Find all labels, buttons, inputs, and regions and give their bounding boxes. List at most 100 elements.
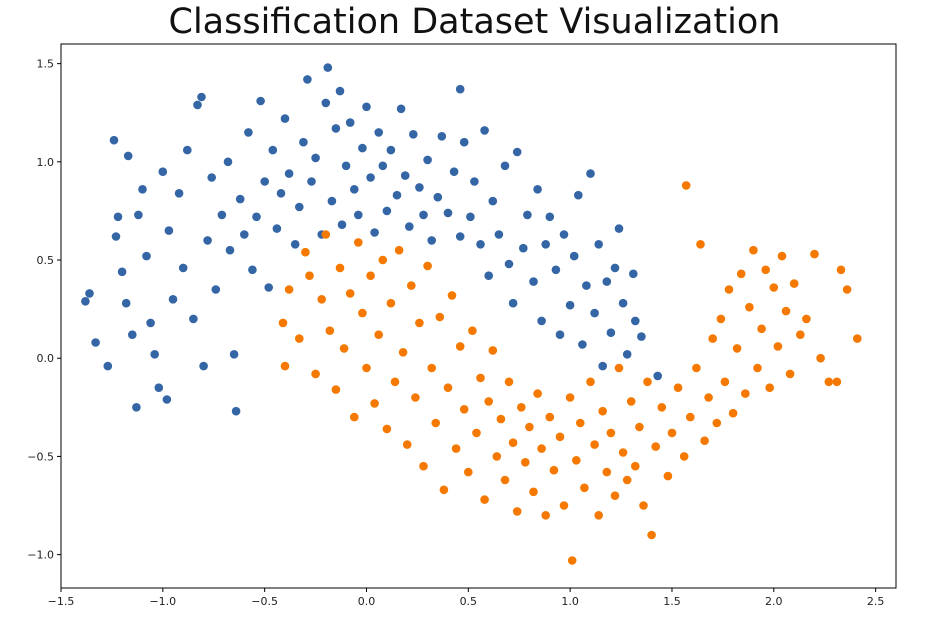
series-0-point-37	[235, 194, 245, 204]
series-1-point-26	[398, 348, 408, 357]
series-1-point-72	[590, 440, 599, 449]
series-0-point-97	[494, 230, 504, 239]
series-0-point-120	[598, 361, 607, 371]
series-1-point-25	[394, 245, 404, 255]
series-0-point-78	[405, 222, 414, 231]
series-1-point-36	[439, 485, 449, 495]
series-0-point-54	[307, 177, 316, 186]
series-0-point-26	[193, 100, 202, 110]
series-1-point-94	[686, 412, 695, 422]
series-1-point-14	[350, 412, 359, 422]
series-0-point-43	[260, 177, 270, 186]
series-1-point-4	[301, 247, 310, 257]
x-tick-label: 2.0	[765, 595, 783, 608]
x-tick-label: 0.5	[460, 595, 478, 608]
series-0-point-30	[207, 173, 216, 182]
series-0-point-3	[103, 361, 113, 371]
series-0-point-112	[565, 300, 575, 310]
series-1-point-35	[435, 312, 445, 322]
series-1-point-110	[753, 363, 762, 373]
series-1-point-120	[796, 330, 805, 340]
series-1-point-21	[378, 255, 388, 265]
series-1-point-63	[549, 465, 559, 475]
series-1-point-9	[325, 326, 335, 336]
series-0-point-38	[240, 230, 249, 239]
series-0-point-22	[174, 189, 184, 198]
series-0-point-111	[559, 230, 569, 239]
series-1-point-95	[692, 363, 701, 373]
series-0-point-88	[455, 232, 465, 241]
series-1-point-16	[358, 308, 367, 318]
series-0-point-36	[231, 406, 241, 416]
series-1-point-28	[407, 281, 416, 290]
series-1-point-44	[472, 428, 481, 438]
series-0-point-1	[85, 289, 94, 298]
series-0-point-99	[504, 259, 514, 269]
series-1-point-65	[559, 501, 569, 510]
y-tick-label: 1.0	[37, 156, 55, 169]
series-0-point-109	[551, 265, 561, 275]
series-0-point-39	[244, 128, 253, 137]
series-1-point-102	[720, 377, 730, 387]
series-0-point-108	[545, 212, 555, 222]
series-1-point-76	[606, 428, 616, 438]
series-0-point-61	[335, 86, 345, 96]
series-0-point-98	[500, 161, 510, 171]
x-tick-label: 2.5	[867, 595, 885, 608]
series-1-point-81	[626, 397, 636, 406]
series-0-point-17	[154, 383, 164, 393]
series-0-point-129	[637, 332, 646, 341]
series-0-point-106	[537, 316, 546, 326]
series-0-point-40	[248, 265, 257, 275]
series-1-point-104	[728, 408, 738, 418]
series-1-point-51	[500, 475, 510, 485]
series-0-point-93	[476, 240, 485, 249]
series-0-point-49	[284, 169, 294, 178]
series-1-point-15	[354, 238, 363, 247]
series-0-point-53	[303, 75, 312, 84]
series-1-point-53	[508, 438, 518, 448]
series-0-point-7	[117, 267, 127, 277]
series-1-point-0	[278, 318, 288, 328]
series-0-point-74	[386, 145, 396, 155]
series-1-point-46	[480, 495, 489, 504]
series-0-point-60	[331, 124, 341, 133]
series-0-point-83	[427, 236, 437, 245]
series-1-point-68	[572, 456, 581, 465]
series-1-point-126	[836, 265, 846, 275]
series-1-point-117	[781, 306, 791, 316]
series-0-point-62	[337, 220, 347, 229]
series-1-point-18	[366, 271, 375, 281]
series-0-point-95	[484, 271, 494, 281]
series-1-point-49	[492, 452, 502, 461]
series-1-point-1	[280, 361, 290, 371]
series-1-point-24	[390, 377, 400, 387]
series-0-point-79	[409, 130, 418, 139]
series-1-point-60	[537, 444, 546, 453]
series-0-point-67	[358, 143, 367, 153]
x-tick-label: −0.5	[251, 595, 278, 608]
series-0-point-58	[323, 63, 333, 72]
series-0-point-9	[123, 151, 133, 161]
series-1-point-83	[635, 422, 644, 432]
series-1-point-12	[339, 344, 349, 353]
x-tick-label: −1.5	[48, 595, 75, 608]
x-tick-label: −1.0	[149, 595, 176, 608]
series-0-point-13	[138, 185, 147, 194]
series-1-point-113	[765, 383, 774, 393]
series-1-point-96	[696, 240, 705, 249]
series-1-point-107	[741, 389, 750, 398]
series-1-point-40	[455, 342, 465, 351]
series-1-point-33	[427, 363, 437, 373]
series-1-point-78	[614, 363, 624, 373]
series-1-point-38	[447, 291, 457, 300]
series-0-point-110	[555, 330, 565, 340]
series-0-point-5	[111, 232, 121, 241]
y-tick-label: 0.0	[37, 352, 55, 365]
series-0-point-105	[533, 185, 542, 194]
series-1-point-121	[802, 314, 811, 324]
series-1-point-13	[345, 289, 355, 298]
series-1-point-54	[512, 507, 522, 516]
series-1-point-20	[374, 330, 384, 340]
series-0-point-90	[459, 137, 469, 147]
